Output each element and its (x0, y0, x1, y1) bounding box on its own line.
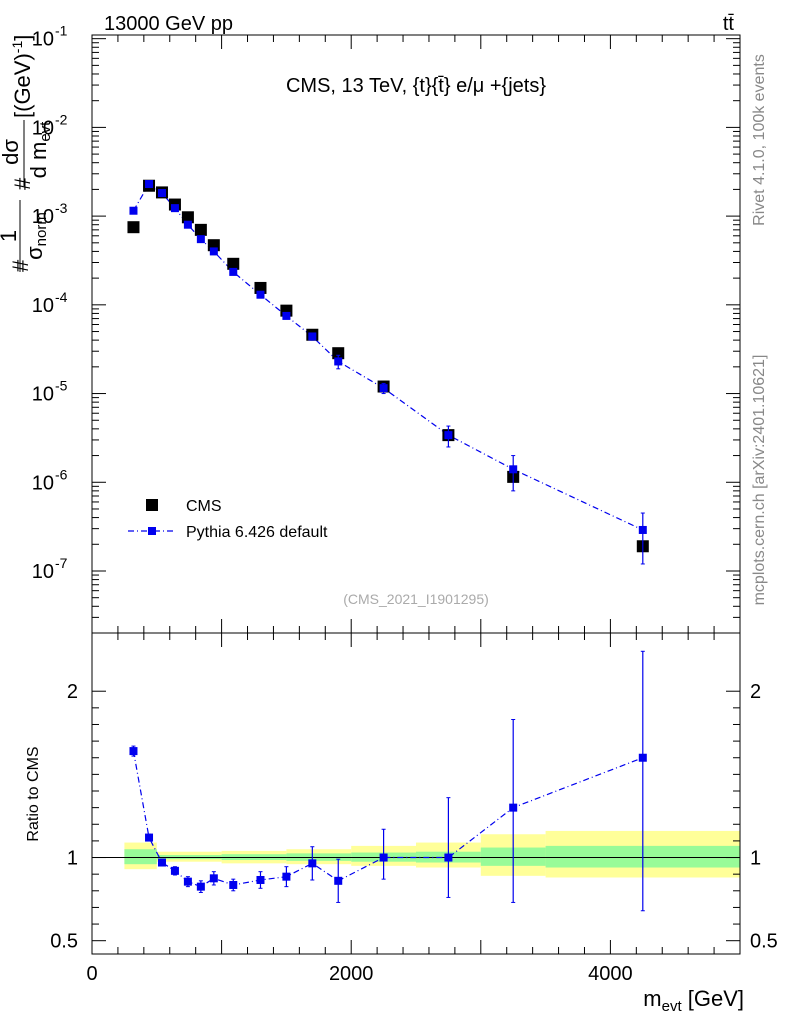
cms-point (181, 211, 194, 224)
pythia-point (444, 431, 453, 440)
main-y-ticks: 10-710-610-510-410-310-210-1 (32, 23, 740, 634)
y-label-sigma-norm: σnorm (22, 212, 50, 260)
legend-pythia-marker (148, 527, 156, 535)
pythia-point (282, 311, 291, 320)
main-y-tick-label-exponent: -2 (55, 111, 68, 127)
pythia-point (509, 465, 518, 474)
ratio-panel: 0.5 0.5 1 1 2 2 0 2000 4000 Ratio to CMS mevt [… (25, 35, 778, 1015)
x-tick-label: 4000 (588, 963, 633, 985)
ratio-series (129, 650, 647, 912)
legend-cms-marker (146, 499, 158, 511)
stat-band-segment (124, 849, 157, 865)
ratio-frame (91, 632, 741, 955)
x-tick-label: 0 (86, 963, 97, 985)
main-y-tick-label-exponent: -3 (55, 200, 68, 216)
pythia-point (170, 204, 179, 213)
main-y-tick-label-base: 10 (32, 384, 54, 406)
cms-point (332, 347, 345, 360)
main-y-tick-label-base: 10 (32, 117, 54, 139)
main-series (127, 179, 649, 565)
ratio-point (183, 877, 192, 886)
ratio-point (196, 882, 205, 891)
main-y-tick-label-exponent: -4 (55, 289, 68, 305)
pythia-point (308, 332, 317, 341)
pythia-point (334, 357, 343, 366)
cms-point (194, 223, 207, 236)
main-panel: 10-710-610-510-410-310-210-1 CMS, 13 TeV… (0, 23, 741, 634)
ratio-y-tick-label-right: 0.5 (750, 931, 778, 953)
ratio-point (334, 876, 343, 885)
process-label: tt̄ (723, 13, 735, 35)
main-y-tick-label-exponent: -6 (55, 466, 68, 482)
pythia-point (145, 180, 154, 189)
ratio-point (157, 858, 166, 867)
pythia-point (183, 220, 192, 229)
cms-point (254, 281, 267, 294)
pythia-point (638, 525, 647, 534)
ratio-point (282, 872, 291, 881)
ratio-y-tick-label: 0.5 (50, 931, 78, 953)
legend: CMS Pythia 6.426 default (128, 498, 328, 541)
main-y-tick-label-base: 10 (32, 472, 54, 494)
main-y-tick-label-base: 10 (32, 29, 54, 51)
ratio-point (509, 803, 518, 812)
ratio-point (444, 853, 453, 862)
cms-point (127, 221, 140, 234)
pythia-point (256, 290, 265, 299)
pythia-point (196, 235, 205, 244)
ratio-uncertainty-bands (124, 830, 740, 878)
y-label-hash-2: # (10, 177, 35, 190)
main-y-tick-label-exponent: -1 (55, 23, 68, 39)
main-y-tick-label-base: 10 (32, 561, 54, 583)
x-axis-label: mevt [GeV] (643, 986, 744, 1015)
y-label-d-sigma: dσ (0, 139, 23, 165)
ratio-y-ticks: 0.5 0.5 1 1 2 2 (50, 681, 778, 952)
pythia-point (157, 189, 166, 198)
main-y-tick-label-base: 10 (32, 206, 54, 228)
ratio-y-tick-label: 2 (67, 681, 78, 703)
legend-pythia-label: Pythia 6.426 default (186, 524, 328, 541)
main-y-axis-label: # 1 σnorm # dσ d mevt [(GeV)-1] (0, 35, 54, 272)
ratio-point (170, 866, 179, 875)
ratio-pythia-line (132, 750, 644, 888)
beam-label: 13000 GeV pp (104, 13, 233, 35)
ratio-y-axis-label: Ratio to CMS (25, 746, 42, 841)
main-y-tick-label-exponent: -5 (55, 378, 68, 394)
ratio-point (229, 880, 238, 889)
ratio-point (129, 747, 138, 756)
y-label-numerator-1: 1 (0, 230, 21, 242)
ratio-point (379, 853, 388, 862)
mcplots-url-label: mcplots.cern.ch [arXiv:2401.10621] (751, 355, 768, 606)
pythia-point (229, 267, 238, 276)
cms-point (227, 257, 240, 270)
y-label-d-mevt: d mevt (26, 121, 54, 179)
ratio-y-tick-label-right: 1 (750, 848, 761, 870)
ratio-point (209, 874, 218, 883)
legend-cms-label: CMS (186, 498, 222, 515)
ratio-point (638, 753, 647, 762)
pythia-point (209, 247, 218, 256)
pythia-point (379, 384, 388, 393)
ratio-y-tick-label: 1 (67, 848, 78, 870)
ratio-point (145, 833, 154, 842)
ratio-point (256, 875, 265, 884)
ratio-y-tick-label-right: 2 (750, 681, 761, 703)
main-y-tick-label-base: 10 (32, 295, 54, 317)
analysis-watermark: (CMS_2021_I1901295) (343, 591, 489, 607)
pythia-point (129, 206, 138, 215)
ratio-point (308, 859, 317, 868)
x-tick-label: 2000 (329, 963, 374, 985)
x-ticks: 0 2000 4000 (86, 35, 741, 985)
pythia-line (132, 183, 644, 531)
rivet-version-label: Rivet 4.1.0, 100k events (751, 54, 768, 226)
main-y-tick-label-exponent: -7 (55, 555, 68, 571)
chart-title: CMS, 13 TeV, {t}{t̄} e/μ +{jets} (286, 75, 546, 97)
